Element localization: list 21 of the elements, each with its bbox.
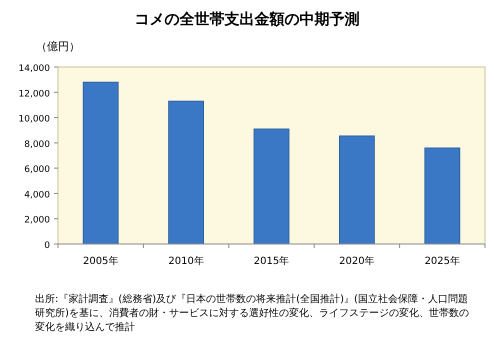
y-tick-label: 10,000 [18, 114, 50, 125]
x-tick-label: 2025年 [424, 255, 460, 267]
bar [168, 100, 204, 244]
x-tick-label: 2010年 [168, 255, 204, 267]
y-tick-label: 4,000 [24, 190, 50, 200]
bar [254, 128, 290, 244]
bar [338, 136, 375, 244]
y-tick-label: 2,000 [24, 216, 50, 226]
y-tick-label: 8,000 [24, 140, 50, 150]
text: 出所:『家計調査』(総務省)及び『日本の世帯数の将来推計(全国推計)』(国立社会保障・人口問題研究所)を基に、消費者の財・サービスに対する選好性の変化、ライフステージの変化、世帯数の変化を織り込んで推計 [35, 293, 470, 335]
x-tick-label: 2005年 [82, 255, 118, 267]
bar [82, 82, 119, 244]
x-tick-label: 2020年 [339, 255, 375, 267]
y-tick-label: 14,000 [18, 64, 50, 74]
y-tick-label: 0 [44, 241, 50, 251]
x-tick-label: 2015年 [254, 255, 290, 267]
y-tick-label: 12,000 [18, 89, 50, 100]
bar [424, 148, 460, 244]
y-axis-title: （億円） [36, 40, 80, 53]
y-tick-label: 6,000 [24, 165, 50, 176]
chart-title: コメの全世帯支出金額の中期予測 [134, 10, 360, 28]
